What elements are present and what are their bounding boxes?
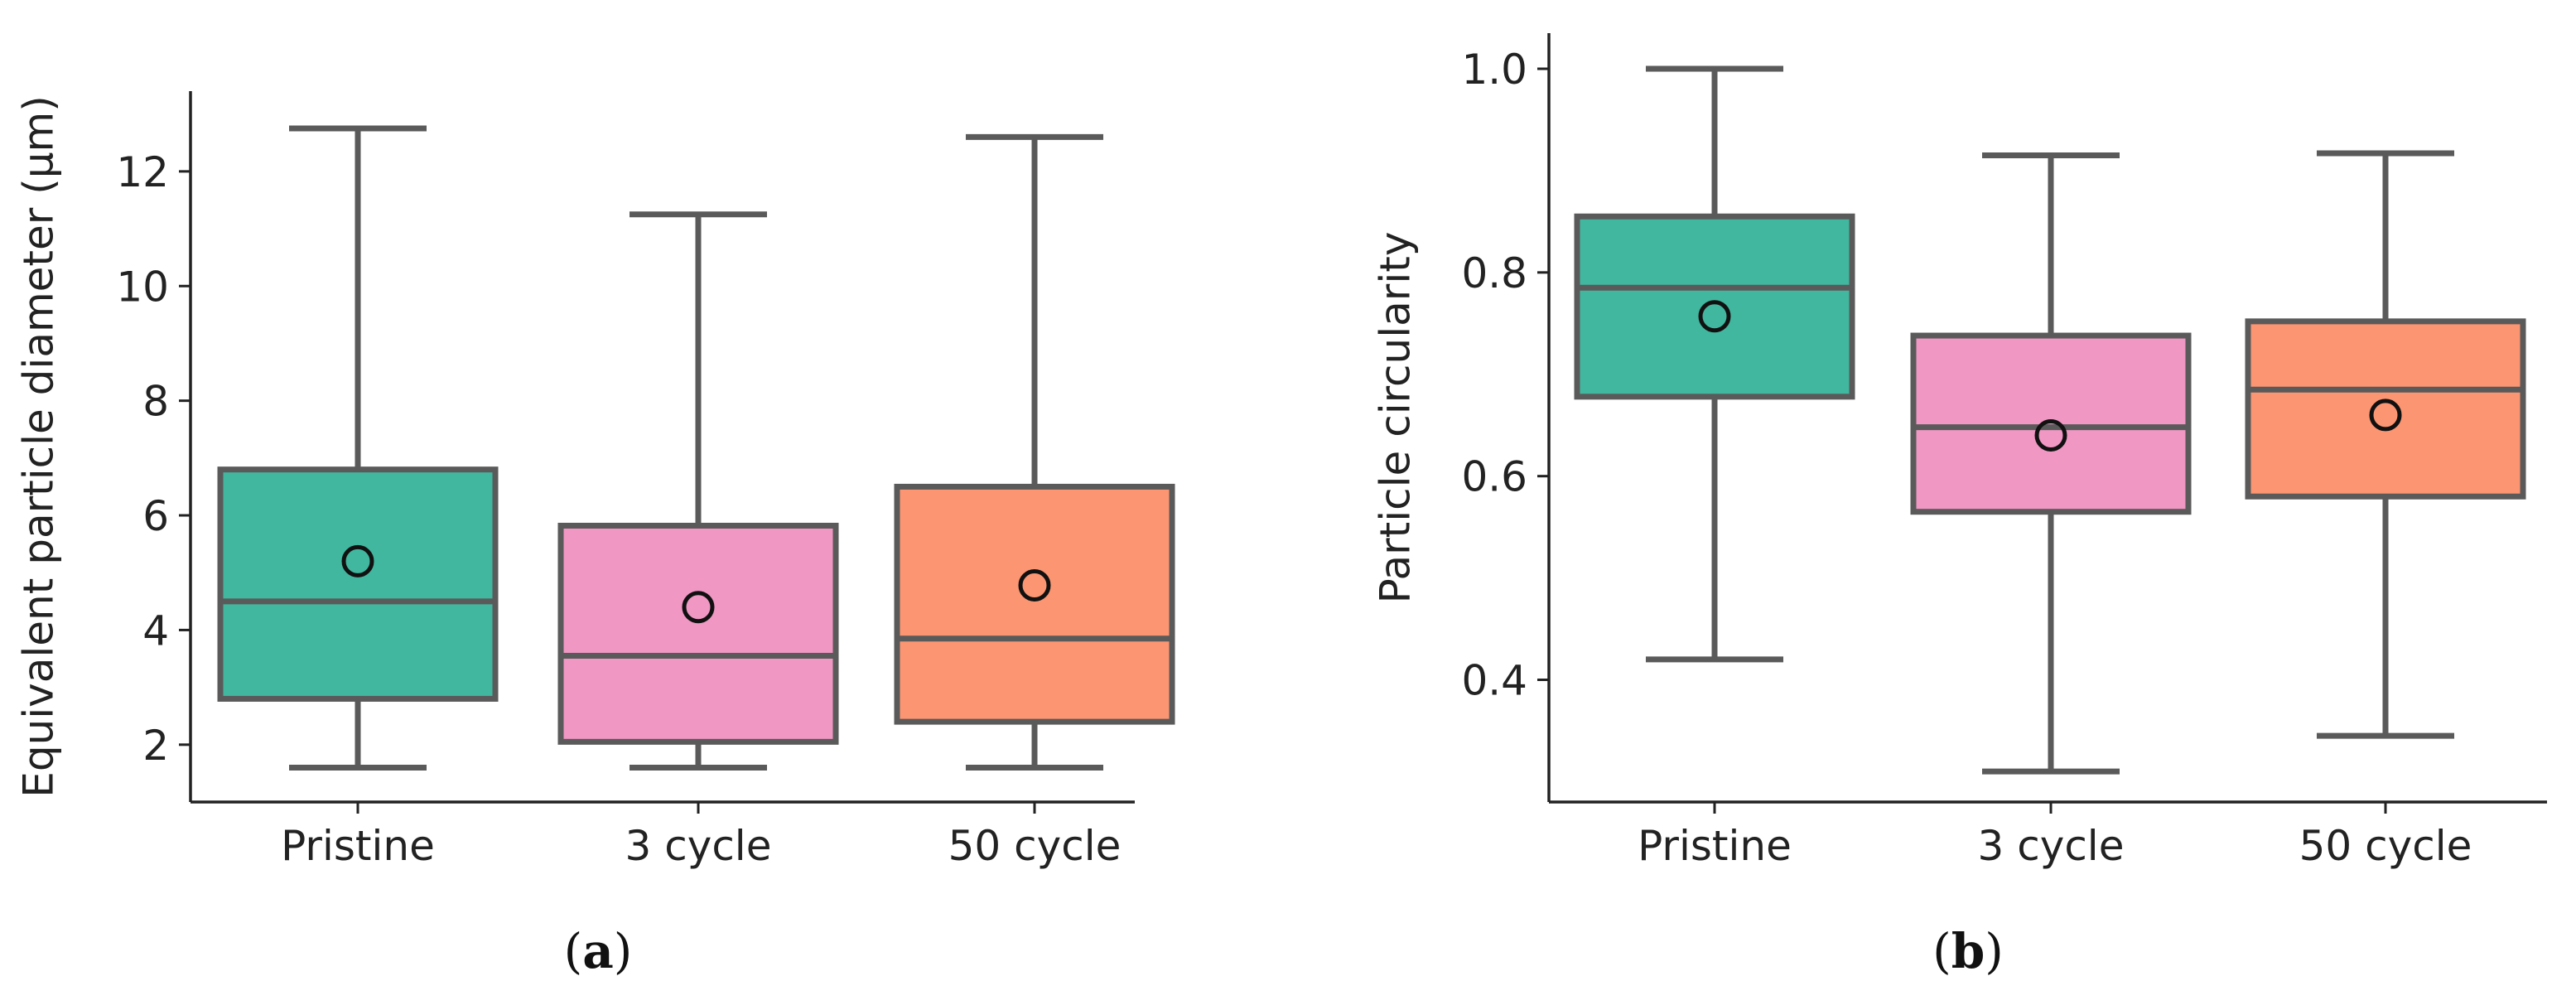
panel-a-chart: 2 4 6 8 10 12 Equivalent particle diameter (μm… bbox=[15, 91, 1175, 870]
panel-a-label: (a) bbox=[564, 923, 633, 979]
iqr-box bbox=[2245, 318, 2526, 500]
iqr-box bbox=[1910, 332, 2192, 515]
y-tick-label: 0.8 bbox=[1461, 249, 1527, 297]
mean-marker bbox=[1698, 300, 1731, 333]
y-tick-label: 12 bbox=[116, 148, 169, 196]
mean-marker bbox=[2034, 419, 2067, 452]
y-axis-title: Equivalent particle diameter (μm) bbox=[15, 95, 63, 798]
x-tick-label: 50 cycle bbox=[948, 822, 1122, 870]
iqr-box bbox=[894, 483, 1175, 725]
x-tick-label: Pristine bbox=[281, 822, 435, 870]
iqr-box bbox=[217, 466, 499, 702]
y-tick-label: 2 bbox=[142, 722, 169, 770]
panel-b-chart: 0.4 0.6 0.8 1.0 Particle circularity Pristine… bbox=[1372, 33, 2547, 870]
y-tick-label: 8 bbox=[142, 378, 169, 426]
box-3-cycle bbox=[557, 211, 839, 771]
box-3-cycle bbox=[1910, 152, 2192, 775]
mean-marker bbox=[682, 591, 715, 624]
mean-marker bbox=[2369, 399, 2402, 432]
mean-marker bbox=[1018, 568, 1051, 602]
y-tick-label: 0.4 bbox=[1461, 657, 1527, 705]
box-pristine bbox=[217, 125, 499, 771]
y-tick-label: 0.6 bbox=[1461, 453, 1527, 501]
iqr-box bbox=[557, 522, 839, 745]
panel-b-label: (b) bbox=[1932, 923, 2004, 979]
x-tick-label: 50 cycle bbox=[2299, 822, 2472, 870]
x-tick-label: Pristine bbox=[1638, 822, 1792, 870]
y-tick-label: 6 bbox=[142, 492, 169, 540]
x-tick-label: 3 cycle bbox=[625, 822, 772, 870]
mean-marker bbox=[341, 544, 374, 577]
x-tick-label: 3 cycle bbox=[1978, 822, 2125, 870]
box-pristine bbox=[1574, 65, 1855, 663]
y-tick-label: 1.0 bbox=[1461, 46, 1527, 94]
y-tick-label: 4 bbox=[142, 606, 169, 655]
box-50-cycle bbox=[2245, 150, 2526, 739]
y-tick-label: 10 bbox=[116, 263, 169, 311]
y-axis-title: Particle circularity bbox=[1372, 232, 1420, 604]
iqr-box bbox=[1574, 213, 1855, 400]
box-50-cycle bbox=[894, 133, 1175, 771]
